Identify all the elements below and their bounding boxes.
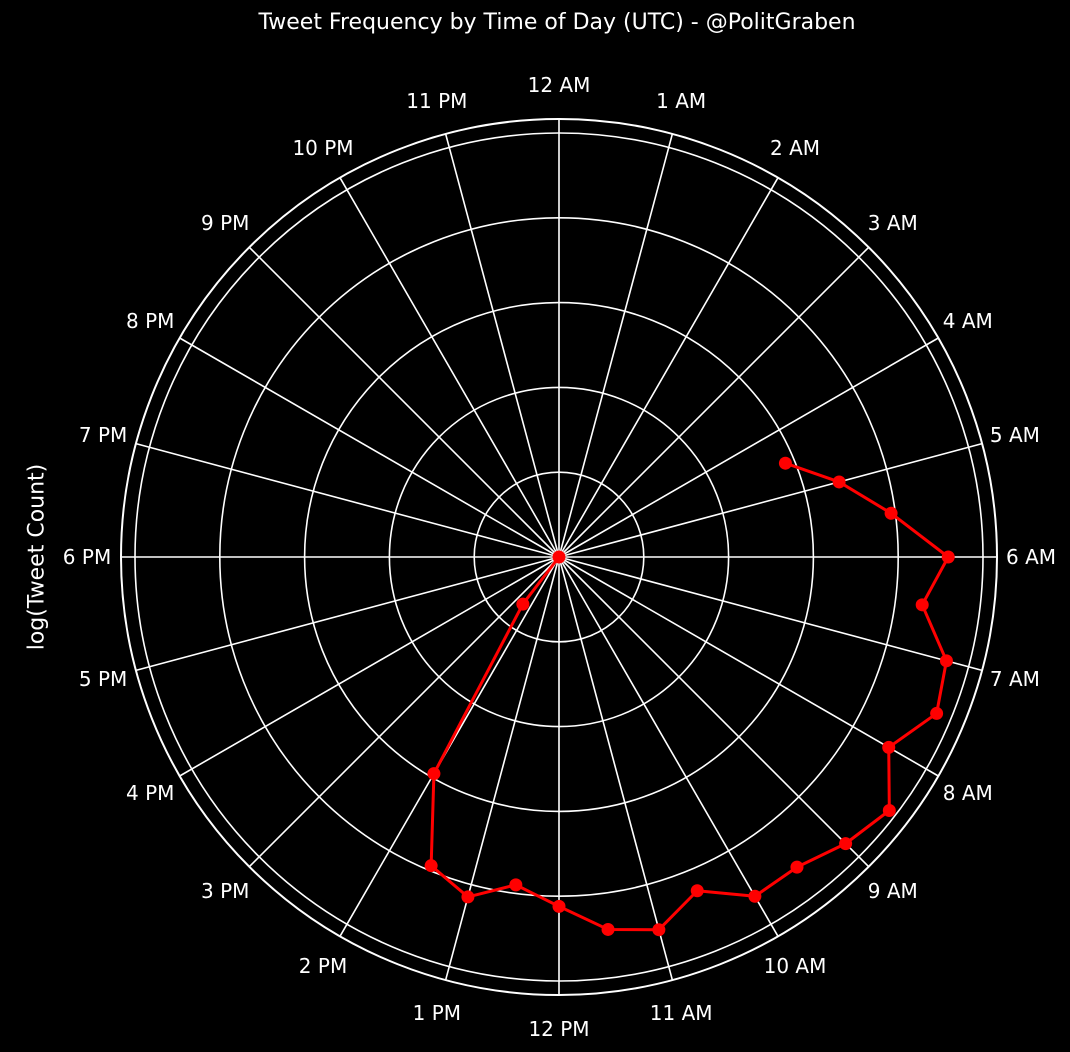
grid-spoke	[444, 556, 560, 981]
hour-tick-label: 12 AM	[528, 73, 591, 97]
hour-tick-label: 1 PM	[413, 1001, 461, 1025]
grid-spoke	[135, 442, 560, 558]
hour-tick-label: 8 AM	[943, 781, 993, 805]
data-point-marker	[882, 740, 896, 754]
grid-spoke	[179, 337, 560, 558]
data-series	[424, 456, 955, 937]
hour-tick-label: 10 AM	[764, 954, 827, 978]
data-point-marker	[424, 859, 438, 873]
grid-spoke	[179, 556, 560, 777]
grid-spoke	[339, 177, 560, 558]
hour-tick-label: 12 PM	[528, 1017, 589, 1041]
hour-tick-label: 9 AM	[868, 879, 918, 903]
grid-spoke	[558, 556, 983, 672]
hour-tick-label: 5 AM	[990, 423, 1040, 447]
chart-title: Tweet Frequency by Time of Day (UTC) - @…	[258, 10, 856, 35]
data-point-marker	[748, 889, 762, 903]
hour-tick-label: 2 PM	[299, 954, 347, 978]
data-point-marker	[882, 803, 896, 817]
polar-spine	[120, 118, 998, 996]
data-point-marker	[516, 597, 530, 611]
hour-tick-label: 3 AM	[868, 211, 918, 235]
data-point-marker	[690, 884, 704, 898]
data-point-marker	[552, 550, 566, 564]
hour-tick-label: 5 PM	[79, 667, 127, 691]
hour-tick-label: 1 AM	[656, 89, 706, 113]
grid-spoke	[558, 246, 870, 558]
hour-tick-label: 7 PM	[79, 423, 127, 447]
hour-tick-label: 4 PM	[126, 781, 174, 805]
angular-gridlines	[121, 119, 997, 995]
grid-spoke	[558, 337, 939, 558]
grid-spoke	[248, 246, 560, 558]
data-point-marker	[839, 837, 853, 851]
hour-tick-label: 3 PM	[201, 879, 249, 903]
grid-spoke	[558, 177, 779, 558]
hour-tick-label: 6 AM	[1006, 545, 1056, 569]
grid-spoke	[558, 442, 983, 558]
hour-tick-label: 11 PM	[406, 89, 467, 113]
hour-tick-label: 6 PM	[63, 545, 111, 569]
grid-spoke	[248, 556, 560, 868]
data-point-marker	[552, 899, 566, 913]
hour-tick-label: 8 PM	[126, 309, 174, 333]
data-point-marker	[790, 860, 804, 874]
data-point-marker	[930, 706, 944, 720]
data-point-marker	[832, 475, 846, 489]
grid-spoke	[558, 133, 674, 558]
data-point-marker	[941, 550, 955, 564]
grid-spoke	[558, 556, 674, 981]
angular-tick-labels: 12 AM 1 AM 2 AM 3 AM 4 AM 5 AM 6 AM 7 AM 8 AM 9 A…	[63, 73, 1056, 1041]
data-point-marker	[652, 923, 666, 937]
hour-tick-label: 10 PM	[292, 136, 353, 160]
grid-spoke	[558, 556, 939, 777]
data-point-marker	[915, 598, 929, 612]
data-point-marker	[778, 456, 792, 470]
data-point-marker	[427, 767, 441, 781]
hour-tick-label: 7 AM	[990, 667, 1040, 691]
grid-spoke	[558, 556, 779, 937]
data-point-marker	[509, 878, 523, 892]
hour-tick-label: 4 AM	[943, 309, 993, 333]
hour-tick-label: 9 PM	[201, 211, 249, 235]
data-point-marker	[601, 922, 615, 936]
grid-spoke	[558, 556, 870, 868]
data-point-marker	[461, 890, 475, 904]
grid-spoke	[135, 556, 560, 672]
grid-spoke	[444, 133, 560, 558]
hour-tick-label: 2 AM	[770, 136, 820, 160]
series-line	[429, 461, 950, 932]
data-point-marker	[939, 654, 953, 668]
data-point-marker	[884, 506, 898, 520]
hour-tick-label: 11 AM	[650, 1001, 713, 1025]
